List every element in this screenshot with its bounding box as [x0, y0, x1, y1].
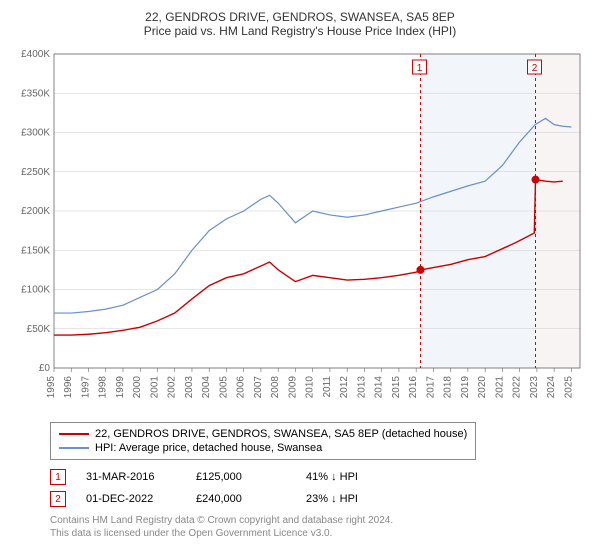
svg-text:2013: 2013 — [356, 376, 367, 399]
svg-text:2001: 2001 — [149, 376, 160, 399]
chart-subtitle: Price paid vs. HM Land Registry's House … — [10, 24, 590, 38]
svg-text:2007: 2007 — [253, 376, 264, 399]
svg-text:2006: 2006 — [236, 376, 247, 399]
svg-text:2014: 2014 — [374, 376, 385, 399]
legend-item: HPI: Average price, detached house, Swan… — [59, 441, 467, 455]
svg-text:1998: 1998 — [98, 376, 109, 399]
svg-text:1997: 1997 — [80, 376, 91, 399]
svg-text:2008: 2008 — [270, 376, 281, 399]
svg-text:1: 1 — [417, 63, 423, 74]
marker-date: 01-DEC-2022 — [86, 493, 176, 505]
marker-pct: 41% ↓ HPI — [306, 471, 396, 483]
footer-line: Contains HM Land Registry data © Crown c… — [50, 514, 590, 527]
svg-text:£50K: £50K — [27, 324, 51, 335]
svg-text:£0: £0 — [39, 363, 51, 374]
footer-line: This data is licensed under the Open Gov… — [50, 527, 590, 540]
svg-text:2019: 2019 — [460, 376, 471, 399]
svg-text:2012: 2012 — [339, 376, 350, 399]
legend-label: 22, GENDROS DRIVE, GENDROS, SWANSEA, SA5… — [95, 428, 467, 440]
marker-price: £240,000 — [196, 493, 286, 505]
svg-text:2021: 2021 — [494, 376, 505, 399]
marker-price: £125,000 — [196, 471, 286, 483]
svg-text:2002: 2002 — [167, 376, 178, 399]
svg-text:£400K: £400K — [21, 49, 50, 60]
svg-text:£300K: £300K — [21, 128, 50, 139]
svg-text:2011: 2011 — [322, 376, 333, 398]
marker-pct: 23% ↓ HPI — [306, 493, 396, 505]
svg-text:£250K: £250K — [21, 167, 50, 178]
marker-number-box: 2 — [50, 491, 66, 507]
svg-text:2018: 2018 — [443, 376, 454, 399]
chart-title: 22, GENDROS DRIVE, GENDROS, SWANSEA, SA5… — [10, 10, 590, 24]
svg-text:£150K: £150K — [21, 245, 50, 256]
svg-text:£100K: £100K — [21, 285, 50, 296]
legend: 22, GENDROS DRIVE, GENDROS, SWANSEA, SA5… — [50, 422, 476, 460]
footer-attribution: Contains HM Land Registry data © Crown c… — [50, 514, 590, 540]
marker-row: 1 31-MAR-2016 £125,000 41% ↓ HPI — [50, 466, 590, 488]
svg-text:2015: 2015 — [391, 376, 402, 399]
chart-area: £0 £50K £100K £150K £200K £250K £300K £350K £400… — [10, 46, 590, 416]
svg-text:2025: 2025 — [563, 376, 574, 399]
svg-text:2: 2 — [532, 63, 538, 74]
svg-text:2016: 2016 — [408, 376, 419, 399]
legend-label: HPI: Average price, detached house, Swan… — [95, 442, 322, 454]
svg-text:2003: 2003 — [184, 376, 195, 399]
svg-text:2009: 2009 — [287, 376, 298, 399]
svg-text:2024: 2024 — [546, 376, 557, 399]
marker-row: 2 01-DEC-2022 £240,000 23% ↓ HPI — [50, 488, 590, 510]
svg-text:2000: 2000 — [132, 376, 143, 399]
svg-text:£350K: £350K — [21, 88, 50, 99]
title-block: 22, GENDROS DRIVE, GENDROS, SWANSEA, SA5… — [10, 10, 590, 38]
svg-text:1995: 1995 — [46, 376, 57, 399]
svg-text:2005: 2005 — [218, 376, 229, 399]
marker-date: 31-MAR-2016 — [86, 471, 176, 483]
marker-table: 1 31-MAR-2016 £125,000 41% ↓ HPI 2 01-DE… — [50, 466, 590, 510]
legend-item: 22, GENDROS DRIVE, GENDROS, SWANSEA, SA5… — [59, 427, 467, 441]
svg-text:2022: 2022 — [512, 376, 523, 399]
svg-text:2023: 2023 — [529, 376, 540, 399]
svg-text:£200K: £200K — [21, 206, 50, 217]
svg-text:2010: 2010 — [305, 376, 316, 399]
svg-text:1999: 1999 — [115, 376, 126, 399]
svg-text:2020: 2020 — [477, 376, 488, 399]
marker-number-box: 1 — [50, 469, 66, 485]
svg-text:2017: 2017 — [425, 376, 436, 399]
legend-swatch — [59, 447, 89, 449]
svg-text:1996: 1996 — [63, 376, 74, 399]
line-chart-svg: £0 £50K £100K £150K £200K £250K £300K £350K £400… — [10, 46, 590, 416]
svg-text:2004: 2004 — [201, 376, 212, 399]
legend-swatch — [59, 433, 89, 435]
